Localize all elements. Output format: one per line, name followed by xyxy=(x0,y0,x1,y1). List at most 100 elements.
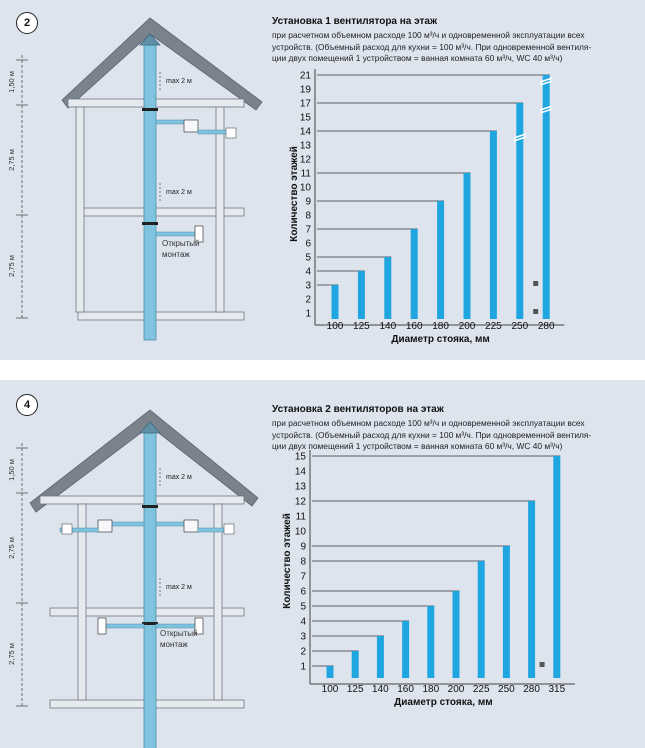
y-tick-label: 10 xyxy=(300,183,312,194)
marker-square xyxy=(539,662,545,667)
floor-slab xyxy=(77,311,245,321)
y-tick-label: 3 xyxy=(300,632,306,643)
bar xyxy=(357,271,365,319)
bar xyxy=(477,561,485,678)
y-tick-label: 9 xyxy=(305,197,311,208)
pipe-cap xyxy=(139,421,161,434)
panel-two-fans: 1,50 м 2,75 м 2,75 м max 2 м max 2 м Открытый… xyxy=(0,380,645,748)
fan-unit xyxy=(194,617,204,635)
y-tick-label: 7 xyxy=(305,225,311,236)
y-tick-label: 1 xyxy=(305,309,311,320)
height-label: 1,50 м xyxy=(7,71,16,93)
bar xyxy=(528,501,536,678)
x-tick-label: 180 xyxy=(422,684,439,695)
y-tick-label: 19 xyxy=(300,85,312,96)
section-description: при расчетном объемном расходе 100 м³/ч … xyxy=(272,418,642,453)
y-tick-label: 13 xyxy=(300,141,312,152)
y-tick-label: 4 xyxy=(305,267,311,278)
y-tick-label: 6 xyxy=(305,239,311,250)
x-tick-label: 125 xyxy=(353,321,370,332)
fan-unit xyxy=(97,519,113,533)
y-tick-label: 21 xyxy=(300,71,312,82)
y-tick-label: 8 xyxy=(305,211,311,222)
bar xyxy=(516,103,524,319)
bar xyxy=(502,546,510,678)
pipe-joint xyxy=(142,505,158,508)
description-line: устройств. (Объемный расход для кухни = … xyxy=(272,41,592,52)
y-tick-label: 11 xyxy=(296,512,307,523)
pipe-joint xyxy=(142,108,158,111)
x-axis-title: Диаметр стояка, мм xyxy=(394,697,493,708)
pipe-joint xyxy=(142,622,158,625)
spacing-label: max 2 м xyxy=(166,78,192,85)
height-label: 2,75 м xyxy=(7,149,16,171)
wall xyxy=(75,106,85,313)
panel-one-fan: 1,50 м 2,75 м 2,75 м max 2 м max 2 м Открытый… xyxy=(0,0,645,360)
mount-label: монтаж xyxy=(162,250,190,259)
bar xyxy=(452,591,460,678)
x-tick-label: 250 xyxy=(498,684,515,695)
y-tick-label: 15 xyxy=(300,113,312,124)
roof xyxy=(61,17,263,111)
exhaust-grille xyxy=(223,523,235,535)
y-tick-label: 5 xyxy=(300,602,306,613)
description-line: при расчетном объемном расходе 100 м³/ч … xyxy=(272,418,585,428)
pipe-cap xyxy=(139,33,161,46)
y-tick-label: 6 xyxy=(300,587,306,598)
bar xyxy=(427,606,435,678)
mount-label: Открытый xyxy=(162,239,199,248)
x-tick-label: 280 xyxy=(523,684,540,695)
x-tick-label: 160 xyxy=(406,321,423,332)
y-tick-label: 8 xyxy=(300,557,306,568)
mount-label: монтаж xyxy=(160,640,188,649)
bar xyxy=(326,666,334,678)
house-diagram: 1,50 м 2,75 м 2,75 м max 2 м max 2 м Открытый… xyxy=(7,17,263,341)
bar xyxy=(553,456,561,678)
marker-square xyxy=(533,281,539,286)
house-diagram: 1,50 м 2,75 м 2,75 м max 2 м max 2 м Открытый… xyxy=(7,409,259,748)
wall xyxy=(213,503,223,701)
bar xyxy=(351,651,359,678)
x-tick-label: 225 xyxy=(473,684,490,695)
axis-break-mark xyxy=(539,77,553,86)
x-tick-label: 180 xyxy=(432,321,449,332)
y-tick-label: 12 xyxy=(295,497,307,508)
x-tick-label: 140 xyxy=(372,684,389,695)
fan-unit xyxy=(194,225,204,243)
height-label: 2,75 м xyxy=(7,255,16,277)
bar xyxy=(437,201,445,319)
x-tick-label: 280 xyxy=(538,321,555,332)
y-tick-label: 4 xyxy=(300,617,306,628)
x-tick-label: 125 xyxy=(347,684,364,695)
x-tick-label: 140 xyxy=(379,321,396,332)
y-tick-label: 15 xyxy=(295,452,307,463)
marker-square xyxy=(533,309,539,314)
wall xyxy=(215,106,225,313)
section-number: 2 xyxy=(16,12,38,34)
section-title: Установка 1 вентилятора на этаж xyxy=(272,16,438,27)
y-tick-label: 3 xyxy=(305,281,311,292)
branch-duct xyxy=(59,527,99,533)
pipe-joint xyxy=(142,222,158,225)
exhaust-grille xyxy=(225,127,237,139)
fan-unit xyxy=(183,119,199,133)
height-label: 1,50 м xyxy=(7,459,16,481)
y-tick-label: 1 xyxy=(300,662,306,673)
bar xyxy=(402,621,410,678)
wall xyxy=(77,503,87,701)
spacing-label: max 2 м xyxy=(166,189,192,196)
y-tick-label: 2 xyxy=(305,295,311,306)
y-tick-label: 13 xyxy=(295,482,307,493)
floor-slab xyxy=(39,495,245,505)
x-tick-label: 225 xyxy=(485,321,502,332)
description-line: устройств. (Объемный расход для кухни = … xyxy=(272,429,592,440)
fan-unit xyxy=(183,519,199,533)
x-tick-label: 160 xyxy=(397,684,414,695)
description-line: ции двух помещений 1 устройством = ванна… xyxy=(272,441,563,451)
bar xyxy=(376,636,384,678)
x-tick-label: 315 xyxy=(548,684,565,695)
spacing-label: max 2 м xyxy=(166,474,192,481)
y-tick-label: 9 xyxy=(300,542,306,553)
